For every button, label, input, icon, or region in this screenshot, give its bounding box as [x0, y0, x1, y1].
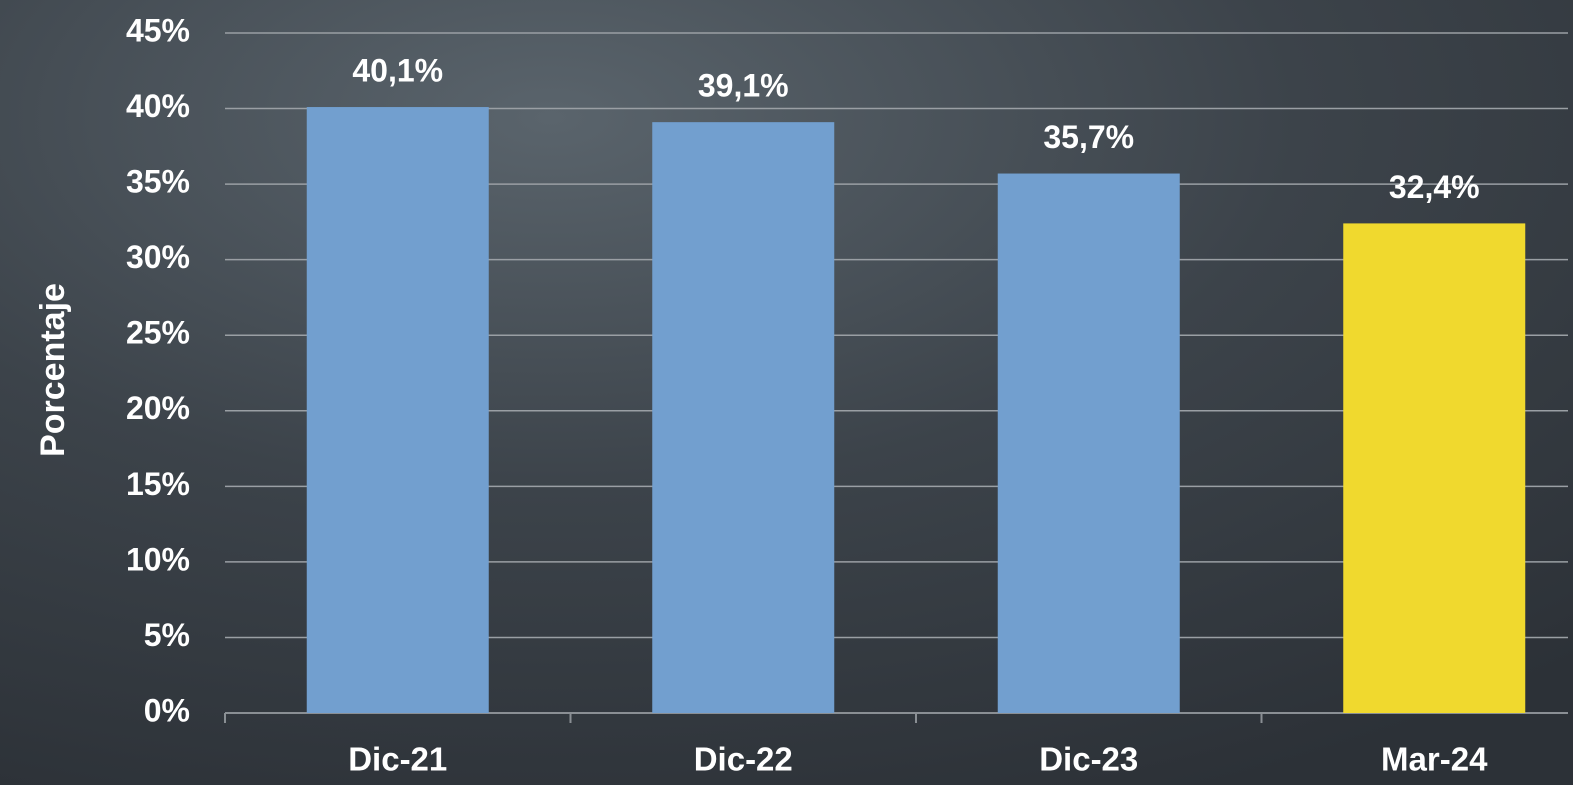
bar [652, 122, 835, 713]
y-tick-label: 15% [126, 466, 190, 502]
y-tick-label: 20% [126, 390, 190, 426]
value-label: 32,4% [1389, 169, 1480, 205]
x-tick-label: Dic-22 [694, 741, 793, 778]
y-tick-label: 45% [126, 12, 190, 48]
y-axis-title: Porcentaje [34, 283, 72, 457]
y-tick-label: 25% [126, 315, 190, 351]
value-label: 40,1% [352, 52, 443, 88]
y-tick-label: 10% [126, 541, 190, 577]
y-tick-label: 40% [126, 88, 190, 124]
x-tick-label: Dic-23 [1039, 741, 1138, 778]
y-tick-label: 5% [144, 617, 190, 653]
y-tick-label: 30% [126, 239, 190, 275]
x-tick-label: Mar-24 [1381, 741, 1488, 778]
bar [1343, 223, 1526, 713]
x-tick-label: Dic-21 [348, 741, 447, 778]
bar [306, 107, 489, 714]
value-label: 35,7% [1043, 119, 1134, 155]
y-tick-label: 35% [126, 164, 190, 200]
y-tick-label: 0% [144, 692, 190, 728]
value-label: 39,1% [698, 68, 789, 104]
bar [997, 173, 1180, 714]
